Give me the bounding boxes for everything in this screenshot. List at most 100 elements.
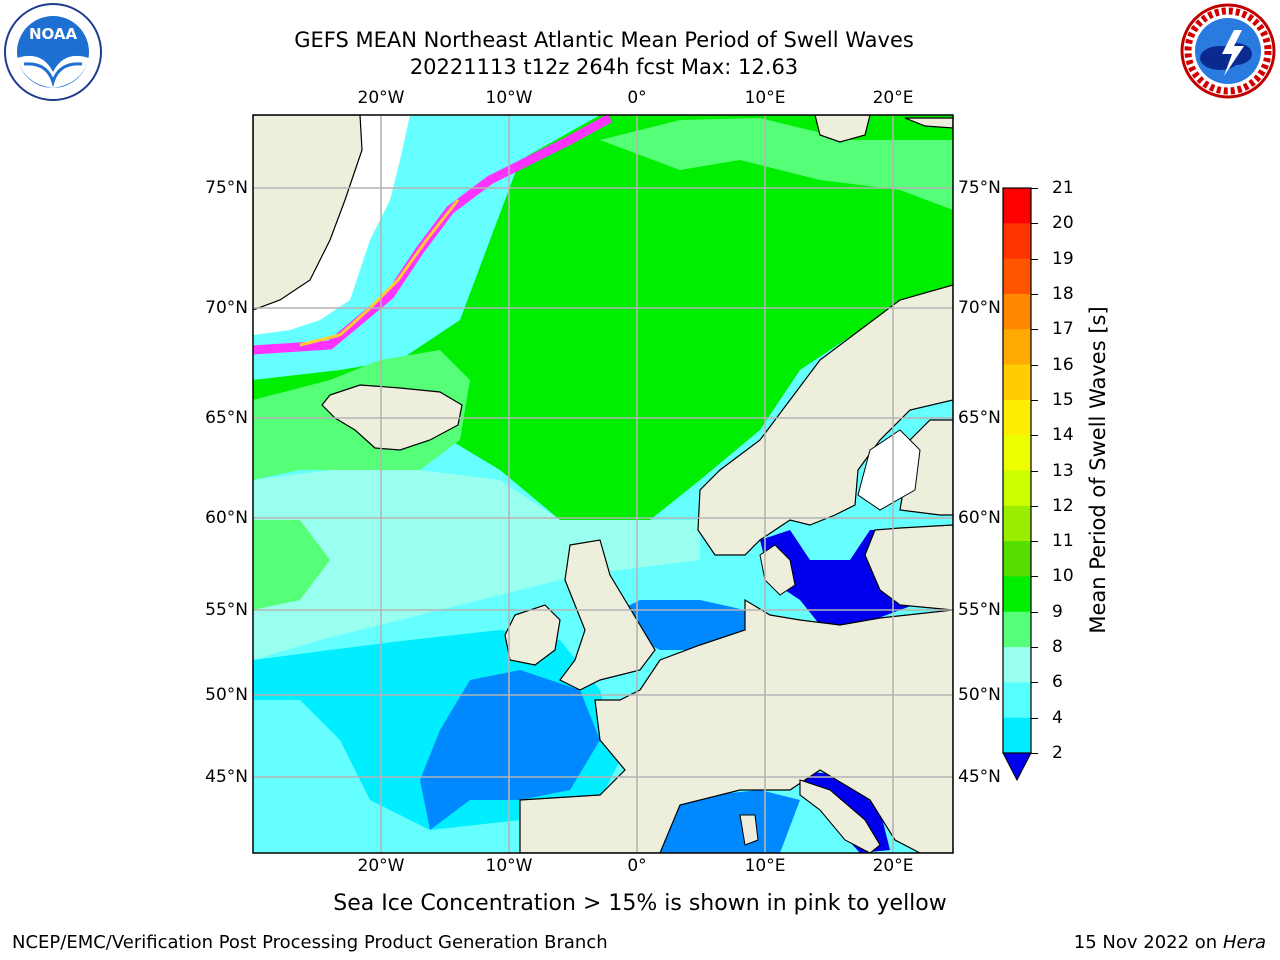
lat-tick-left-4: 55°N xyxy=(205,600,248,620)
italy xyxy=(799,779,881,853)
colorbar-segment-4 xyxy=(1003,329,1031,366)
colorbar-tick-11: 11 xyxy=(1052,531,1074,552)
footer-host: Hera xyxy=(1222,932,1266,953)
colorbar-tick-19: 19 xyxy=(1052,248,1074,269)
colorbar-tick-18: 18 xyxy=(1052,283,1074,304)
footer-right: 15 Nov 2022 on Hera xyxy=(1074,932,1266,953)
lat-tick-right-0: 75°N xyxy=(958,178,1001,198)
lat-tick-left-1: 70°N xyxy=(205,298,248,318)
footer-left: NCEP/EMC/Verification Post Processing Pr… xyxy=(12,932,608,953)
swell-zone-2-4s-biscay xyxy=(420,670,600,830)
sea-ice-caption: Sea Ice Concentration > 15% is shown in … xyxy=(333,891,947,916)
greenland-land xyxy=(253,115,363,311)
colorbar-tick-2: 2 xyxy=(1052,743,1063,763)
nws-logo xyxy=(1180,3,1276,99)
lat-tick-left-2: 65°N xyxy=(205,408,248,428)
lon-tick-bottom-4: 20°E xyxy=(872,856,914,876)
colorbar-segment-9 xyxy=(1003,505,1031,542)
noaa-logo: NOAA xyxy=(4,3,102,101)
colorbar-tick-13: 13 xyxy=(1052,460,1074,481)
corsica xyxy=(739,814,759,846)
colorbar-tick-20: 20 xyxy=(1052,213,1074,234)
colorbar-segment-3 xyxy=(1003,293,1031,330)
lat-tick-right-4: 55°N xyxy=(958,600,1001,620)
lat-tick-right-2: 65°N xyxy=(958,408,1001,428)
lon-tick-top-1: 10°W xyxy=(485,88,533,108)
colorbar-tick-mark xyxy=(1031,647,1038,649)
chart-title: GEFS MEAN Northeast Atlantic Mean Period… xyxy=(294,28,914,52)
colorbar-tick-17: 17 xyxy=(1052,319,1074,340)
colorbar-segment-2 xyxy=(1003,258,1031,295)
colorbar-tick-4: 4 xyxy=(1052,707,1063,728)
lon-tick-bottom-2: 0° xyxy=(627,856,647,876)
chart-subtitle: 20221113 t12z 264h fcst Max: 12.63 xyxy=(409,55,799,79)
map-frame xyxy=(252,114,954,854)
colorbar-tick-mark xyxy=(1031,576,1038,578)
lat-tick-left-0: 75°N xyxy=(205,178,248,198)
lat-tick-left-3: 60°N xyxy=(205,508,248,528)
map-gridlines xyxy=(253,115,953,853)
colorbar-segment-1 xyxy=(1003,223,1031,260)
colorbar-tick-mark xyxy=(1031,753,1038,754)
colorbar-tick-10: 10 xyxy=(1052,566,1074,587)
lat-tick-right-5: 50°N xyxy=(958,685,1001,705)
colorbar-tick-9: 9 xyxy=(1052,601,1063,622)
colorbar-under-arrow xyxy=(1002,752,1032,782)
colorbar-segment-13 xyxy=(1003,647,1031,683)
lon-tick-bottom-0: 20°W xyxy=(357,856,405,876)
lat-tick-right-6: 45°N xyxy=(958,767,1001,787)
colorbar-tick-mark xyxy=(1031,682,1038,684)
ireland xyxy=(504,604,561,666)
colorbar-tick-6: 6 xyxy=(1052,672,1063,693)
noaa-logo-text: NOAA xyxy=(29,25,78,43)
lon-tick-top-0: 20°W xyxy=(357,88,405,108)
lon-tick-top-3: 10°E xyxy=(744,88,786,108)
colorbar xyxy=(1003,188,1031,754)
colorbar-tick-mark xyxy=(1031,223,1038,225)
lat-tick-right-3: 60°N xyxy=(958,508,1001,528)
colorbar-segment-6 xyxy=(1003,399,1031,436)
colorbar-tick-mark xyxy=(1031,258,1038,260)
colorbar-tick-mark xyxy=(1031,611,1038,613)
colorbar-tick-12: 12 xyxy=(1052,495,1074,516)
colorbar-segment-12 xyxy=(1003,611,1031,648)
colorbar-tick-mark xyxy=(1031,293,1038,295)
lon-tick-bottom-3: 10°E xyxy=(744,856,786,876)
colorbar-segment-15 xyxy=(1003,717,1031,754)
svalbard xyxy=(814,115,871,143)
colorbar-segment-7 xyxy=(1003,435,1031,471)
lat-tick-right-1: 70°N xyxy=(958,298,1001,318)
colorbar-tick-8: 8 xyxy=(1052,637,1063,658)
colorbar-segment-0 xyxy=(1003,188,1031,224)
great-britain xyxy=(559,539,656,691)
colorbar-tick-21: 21 xyxy=(1052,178,1074,198)
colorbar-tick-16: 16 xyxy=(1052,354,1074,375)
colorbar-tick-mark xyxy=(1031,505,1038,507)
colorbar-tick-mark xyxy=(1031,329,1038,331)
lon-tick-top-4: 20°E xyxy=(872,88,914,108)
colorbar-tick-mark xyxy=(1031,399,1038,401)
lat-tick-left-6: 45°N xyxy=(205,767,248,787)
colorbar-tick-mark xyxy=(1031,541,1038,543)
colorbar-tick-mark xyxy=(1031,188,1038,189)
colorbar-tick-mark xyxy=(1031,717,1038,719)
colorbar-tick-mark xyxy=(1031,470,1038,472)
colorbar-segment-11 xyxy=(1003,576,1031,613)
colorbar-tick-15: 15 xyxy=(1052,389,1074,410)
colorbar-tick-14: 14 xyxy=(1052,425,1074,446)
colorbar-segment-14 xyxy=(1003,682,1031,719)
lon-tick-bottom-1: 10°W xyxy=(485,856,533,876)
gulf-of-bothnia-ice xyxy=(857,429,921,511)
swell-zone-9-10s-north xyxy=(600,118,953,210)
colorbar-tick-mark xyxy=(1031,364,1038,366)
footer-date: 15 Nov 2022 on xyxy=(1073,932,1218,953)
colorbar-segment-10 xyxy=(1003,541,1031,577)
colorbar-segment-8 xyxy=(1003,470,1031,507)
colorbar-label: Mean Period of Swell Waves [s] xyxy=(1086,306,1110,634)
lat-tick-left-5: 50°N xyxy=(205,685,248,705)
colorbar-tick-mark xyxy=(1031,435,1038,437)
lon-tick-top-2: 0° xyxy=(627,88,647,108)
colorbar-segment-5 xyxy=(1003,364,1031,401)
baltic-states xyxy=(864,524,953,611)
